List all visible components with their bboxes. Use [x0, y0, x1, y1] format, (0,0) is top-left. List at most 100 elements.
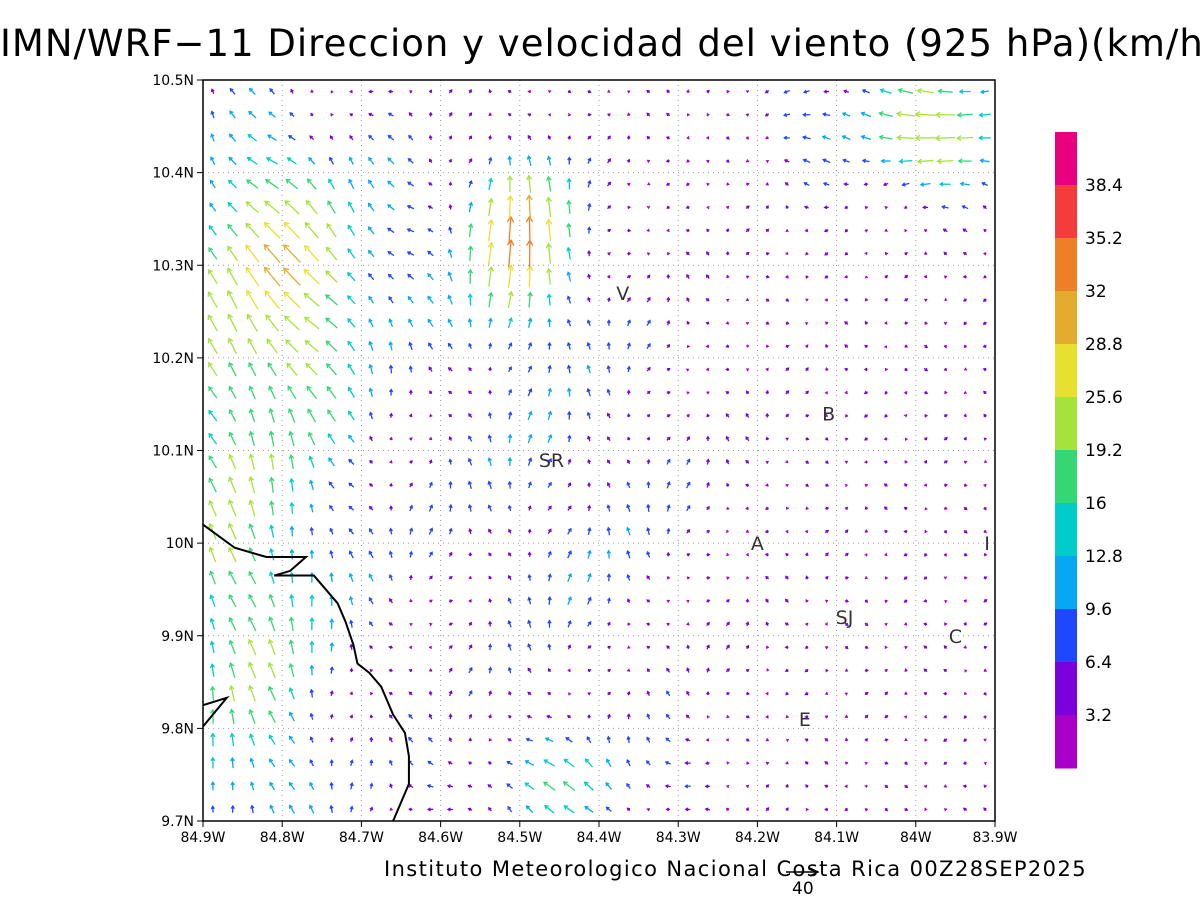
- wind-arrow: [863, 182, 869, 187]
- wind-arrow: [348, 550, 354, 559]
- wind-arrow: [879, 88, 892, 94]
- wind-arrow: [488, 666, 493, 674]
- wind-arrow: [268, 111, 276, 118]
- wind-arrow: [524, 782, 535, 790]
- wind-arrow: [567, 505, 572, 511]
- color-bar-label: 25.6: [1085, 388, 1123, 408]
- wind-arrow: [283, 244, 301, 263]
- wind-arrow: [389, 714, 393, 719]
- wind-arrow: [626, 550, 631, 559]
- wind-arrow: [863, 390, 869, 395]
- wind-arrow: [934, 134, 956, 142]
- wind-arrow: [726, 112, 730, 117]
- wind-arrow: [863, 414, 869, 418]
- wind-arrow: [408, 645, 413, 650]
- wind-arrow: [409, 90, 413, 94]
- wind-arrow: [306, 385, 318, 400]
- wind-arrow: [586, 411, 591, 420]
- wind-arrow: [288, 453, 295, 470]
- wind-arrow: [805, 506, 809, 510]
- wind-arrow: [983, 275, 987, 279]
- wind-arrow: [805, 575, 809, 580]
- wind-arrow: [587, 89, 592, 94]
- wind-arrow: [566, 295, 572, 304]
- wind-arrow: [209, 594, 216, 607]
- wind-arrow: [429, 158, 433, 163]
- place-label: V: [616, 283, 629, 305]
- coastline: [203, 523, 410, 821]
- wind-arrow: [427, 760, 434, 766]
- wind-arrow: [547, 619, 552, 628]
- wind-arrow: [227, 267, 239, 286]
- wind-arrow: [706, 228, 710, 232]
- wind-arrow: [527, 457, 533, 466]
- wind-arrow: [547, 481, 552, 488]
- wind-arrow: [705, 458, 710, 465]
- wind-arrow: [962, 761, 967, 765]
- x-tick-label: 84.5W: [497, 830, 542, 846]
- color-bar-segment: [1055, 450, 1077, 504]
- wind-arrow: [488, 620, 493, 627]
- wind-arrow: [547, 667, 552, 673]
- wind-arrow: [666, 367, 671, 372]
- wind-arrow: [844, 622, 849, 626]
- wind-arrow: [488, 135, 492, 140]
- wind-arrow: [468, 761, 472, 765]
- wind-arrow: [666, 112, 671, 117]
- wind-arrow: [983, 692, 987, 696]
- wind-arrow: [368, 340, 374, 351]
- wind-arrow: [487, 241, 495, 265]
- wind-arrow: [784, 622, 789, 626]
- wind-arrow: [408, 574, 413, 581]
- wind-arrow: [507, 738, 512, 742]
- wind-arrow: [488, 389, 492, 395]
- wind-arrow: [725, 413, 730, 418]
- wind-arrow: [488, 575, 492, 580]
- wind-arrow: [467, 245, 474, 261]
- wind-arrow: [726, 274, 730, 279]
- wind-arrow: [924, 298, 928, 302]
- wind-arrow: [389, 598, 394, 604]
- wind-arrow: [745, 368, 750, 372]
- wind-arrow: [409, 598, 413, 603]
- wind-arrow: [785, 275, 789, 279]
- wind-arrow: [369, 736, 374, 743]
- wind-arrow: [586, 387, 591, 397]
- wind-arrow: [607, 668, 612, 673]
- wind-arrow: [824, 298, 828, 302]
- wind-arrow: [607, 597, 612, 604]
- wind-arrow: [626, 342, 631, 350]
- wind-arrow: [845, 761, 849, 765]
- wind-arrow: [884, 391, 888, 395]
- wind-arrow: [526, 264, 534, 288]
- wind-arrow: [824, 552, 829, 557]
- wind-arrow: [841, 135, 851, 141]
- wind-arrow: [943, 553, 948, 557]
- wind-arrow: [447, 761, 453, 765]
- wind-arrow: [726, 159, 730, 163]
- wind-arrow: [686, 89, 690, 93]
- wind-arrow: [448, 204, 453, 210]
- color-bar-label: 16: [1085, 494, 1107, 514]
- wind-arrow: [547, 573, 552, 582]
- color-bar-label: 38.4: [1085, 176, 1123, 196]
- wind-arrow: [943, 414, 948, 418]
- wind-arrow: [923, 692, 928, 696]
- wind-arrow: [765, 136, 769, 140]
- wind-arrow: [566, 715, 572, 719]
- wind-arrow: [883, 530, 888, 534]
- wind-arrow: [567, 434, 572, 443]
- wind-arrow: [387, 273, 394, 280]
- wind-arrow: [607, 89, 611, 93]
- axis-ticks: 84.9W 84.8W 84.7W 84.6W 84.5W 84.4W 84.3W 84.2W…: [152, 73, 1017, 846]
- wind-arrow: [288, 711, 295, 722]
- wind-arrow: [665, 807, 670, 812]
- wind-arrow: [983, 622, 988, 626]
- wind-arrow: [325, 270, 338, 283]
- wind-arrow: [467, 457, 473, 466]
- wind-arrow: [963, 506, 968, 511]
- wind-arrow: [407, 295, 414, 304]
- wind-arrow: [428, 645, 432, 650]
- wind-arrow: [210, 88, 215, 95]
- wind-arrow: [524, 760, 535, 766]
